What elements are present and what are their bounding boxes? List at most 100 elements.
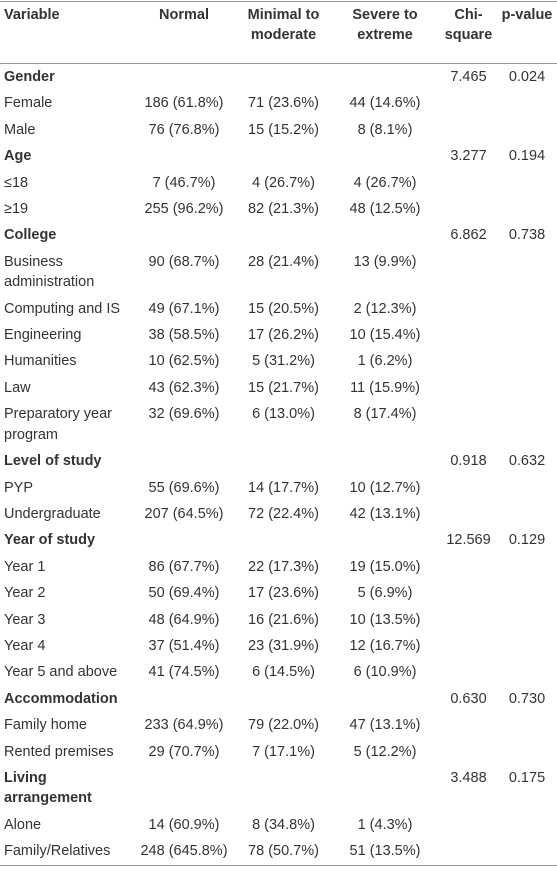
empty-cell [237,222,330,248]
cell: 12 (16.7%) [349,637,421,654]
group-row: Year of study 12.569 0.129 [0,527,557,553]
chi-square: 3.277 [450,148,487,165]
row-label: ≤18 [4,174,29,191]
empty-cell [497,812,557,838]
table-body: Gender 7.465 0.024 Female 186 (61.8%) 71 (23.… [0,64,557,866]
empty-cell [440,296,497,322]
group-row: Accommodation 0.630 0.730 [0,686,557,712]
column-header: Chi-square [440,1,497,64]
cell: 79 (22.0%) [248,717,319,734]
row-label: Undergraduate [4,505,101,522]
cell: 28 (21.4%) [248,253,319,270]
cell: 14 (17.7%) [248,479,319,496]
data-row: Undergraduate 207 (64.5%) 72 (22.4%) 42 (13… [0,501,557,527]
empty-cell [497,90,557,116]
data-row: Alone 14 (60.9%) 8 (34.8%) 1 (4.3%) [0,812,557,838]
cell: 207 (64.5%) [144,505,224,522]
empty-cell [497,501,557,527]
group-name: Year of study [4,532,96,549]
chi-square: 3.488 [450,769,487,786]
empty-cell [497,296,557,322]
cell: 50 (69.4%) [148,585,220,602]
cell: 4 (26.7%) [252,174,315,191]
row-label: Female [4,95,53,112]
empty-cell [330,222,440,248]
empty-cell [237,448,330,474]
empty-cell [440,322,497,348]
empty-cell [497,196,557,222]
data-row: Year 5 and above 41 (74.5%) 6 (14.5%) 6 (10… [0,659,557,685]
cell: 76 (76.8%) [148,121,220,138]
column-header: Minimal to moderate [237,1,330,64]
empty-cell [440,348,497,374]
cell: 6 (13.0%) [252,406,315,423]
column-header: p-value [497,1,557,64]
p-value: 0.024 [508,69,546,85]
empty-cell [131,765,237,812]
cell: 10 (62.5%) [148,353,220,370]
empty-cell [497,322,557,348]
cell: 10 (13.5%) [349,611,421,628]
empty-cell [330,143,440,169]
cell: 86 (67.7%) [148,558,220,575]
row-label: Engineering [4,327,82,344]
data-row: Year 3 48 (64.9%) 16 (21.6%) 10 (13.5%) [0,607,557,633]
chi-square: 0.630 [450,690,487,707]
group-name: Living arrangement [4,769,92,807]
empty-cell [497,712,557,738]
column-header: Variable [0,1,131,64]
cell: 48 (12.5%) [349,201,421,218]
group-row: Living arrangement 3.488 0.175 [0,765,557,812]
empty-cell [497,348,557,374]
group-name: College [4,227,57,244]
empty-cell [497,554,557,580]
row-label: ≥19 [4,201,29,218]
data-row: Humanities 10 (62.5%) 5 (31.2%) 1 (6.2%) [0,348,557,374]
data-row: Law 43 (62.3%) 15 (21.7%) 11 (15.9%) [0,375,557,401]
empty-cell [440,501,497,527]
row-label: Year 2 [4,585,46,602]
empty-cell [330,64,440,91]
cell: 82 (21.3%) [248,201,319,218]
cell: 43 (62.3%) [148,379,220,396]
empty-cell [497,475,557,501]
row-label: Law [4,379,31,396]
empty-cell [497,580,557,606]
cell: 47 (13.1%) [349,717,421,734]
group-row: Gender 7.465 0.024 [0,64,557,91]
data-row: Engineering 38 (58.5%) 17 (26.2%) 10 (15.4%… [0,322,557,348]
cell: 37 (51.4%) [148,637,220,654]
empty-cell [440,659,497,685]
empty-cell [237,64,330,91]
data-row: Year 1 86 (67.7%) 22 (17.3%) 19 (15.0%) [0,554,557,580]
cell: 16 (21.6%) [248,611,319,628]
row-label: Alone [4,816,42,833]
group-name: Accommodation [4,690,118,707]
chi-square: 7.465 [450,69,487,85]
data-row: Year 4 37 (51.4%) 23 (31.9%) 12 (16.7%) [0,633,557,659]
column-header: Severe to extreme [330,1,440,64]
data-row: Year 2 50 (69.4%) 17 (23.6%) 5 (6.9%) [0,580,557,606]
row-label: Year 3 [4,611,46,628]
p-value: 0.194 [508,148,546,165]
row-label: Rented premises [4,743,114,760]
cell: 11 (15.9%) [350,379,420,396]
cell: 17 (26.2%) [248,327,319,344]
empty-cell [131,222,237,248]
cell: 14 (60.9%) [148,816,220,833]
empty-cell [497,249,557,296]
empty-cell [440,739,497,765]
cell: 8 (8.1%) [357,121,413,138]
cell: 2 (12.3%) [353,300,417,317]
row-label: Computing and IS [4,300,121,317]
cell: 5 (12.2%) [353,743,417,760]
cell: 22 (17.3%) [248,558,319,575]
cell: 4 (26.7%) [353,174,417,191]
empty-cell [131,143,237,169]
cell: 23 (31.9%) [248,637,319,654]
data-row: Preparatory year program 32 (69.6%) 6 (13.… [0,401,557,448]
cell: 6 (14.5%) [252,664,315,681]
chi-square: 12.569 [446,532,491,549]
data-row: Male 76 (76.8%) 15 (15.2%) 8 (8.1%) [0,117,557,143]
